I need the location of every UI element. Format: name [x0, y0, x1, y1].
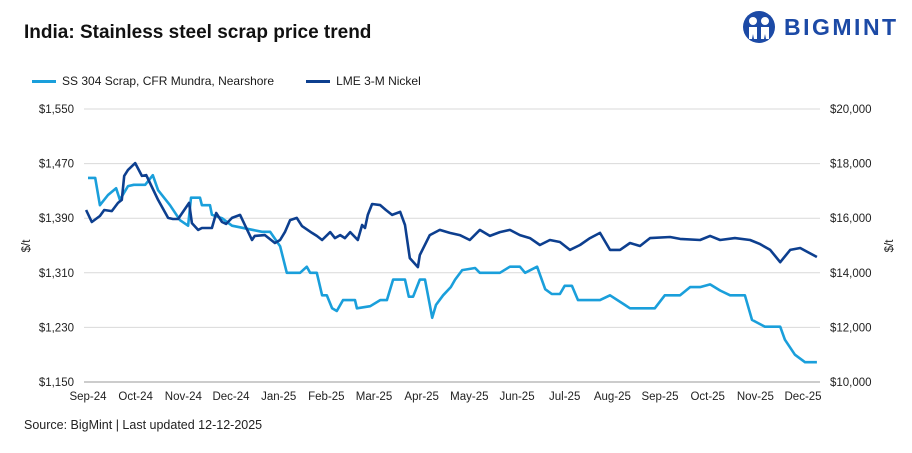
x-tick: Mar-25 [356, 391, 392, 403]
y-axis-label-left: $/t [21, 239, 33, 253]
y-tick-right: $20,000 [830, 104, 872, 116]
x-tick: Sep-25 [641, 391, 678, 403]
logo-text: BIGMINT [784, 13, 899, 40]
y-tick-right: $18,000 [830, 159, 872, 171]
x-tick: Aug-25 [594, 391, 631, 403]
y-tick-left: $1,310 [39, 268, 74, 280]
legend-label: LME 3-M Nickel [336, 74, 421, 88]
x-tick: Dec-25 [785, 391, 822, 403]
x-tick: Feb-25 [308, 391, 344, 403]
x-tick: Apr-25 [404, 391, 439, 403]
legend-swatch-ss304 [32, 79, 56, 83]
y-tick-left: $1,150 [39, 377, 74, 389]
y-tick-right: $12,000 [830, 322, 872, 334]
x-tick: Jan-25 [261, 391, 296, 403]
x-tick: Sep-24 [69, 391, 107, 403]
x-tick: Oct-25 [690, 391, 725, 403]
legend-item-ss304[interactable]: SS 304 Scrap, CFR Mundra, Nearshore [32, 74, 274, 88]
y-tick-right: $16,000 [830, 213, 872, 225]
x-tick: May-25 [450, 391, 488, 403]
series-line-nickel [84, 161, 818, 269]
bigmint-logo: BIGMINT [742, 10, 899, 44]
chart-title: India: Stainless steel scrap price trend [24, 22, 372, 43]
bigmint-people-icon [743, 11, 775, 43]
y-tick-right: $10,000 [830, 377, 872, 389]
x-tick: Nov-25 [737, 391, 774, 403]
x-tick: Nov-24 [165, 391, 203, 403]
y-tick-left: $1,550 [39, 104, 74, 116]
x-tick: Jun-25 [499, 391, 534, 403]
y-tick-left: $1,390 [39, 213, 74, 225]
y-tick-left: $1,230 [39, 322, 74, 334]
legend-label: SS 304 Scrap, CFR Mundra, Nearshore [62, 74, 275, 88]
y-tick-right: $14,000 [830, 268, 872, 280]
y-tick-left: $1,470 [39, 159, 74, 171]
series-line-ss304 [88, 173, 817, 364]
legend-swatch-nickel [306, 79, 331, 83]
x-tick: Oct-24 [118, 391, 153, 403]
legend-item-nickel[interactable]: LME 3-M Nickel [306, 74, 421, 88]
x-tick: Dec-24 [212, 391, 250, 403]
y-axis-label-right: $/t [884, 239, 896, 253]
source-note: Source: BigMint | Last updated 12-12-202… [24, 418, 263, 432]
x-tick: Jul-25 [549, 391, 580, 403]
chart-legend: SS 304 Scrap, CFR Mundra, Nearshore LME … [32, 74, 421, 88]
